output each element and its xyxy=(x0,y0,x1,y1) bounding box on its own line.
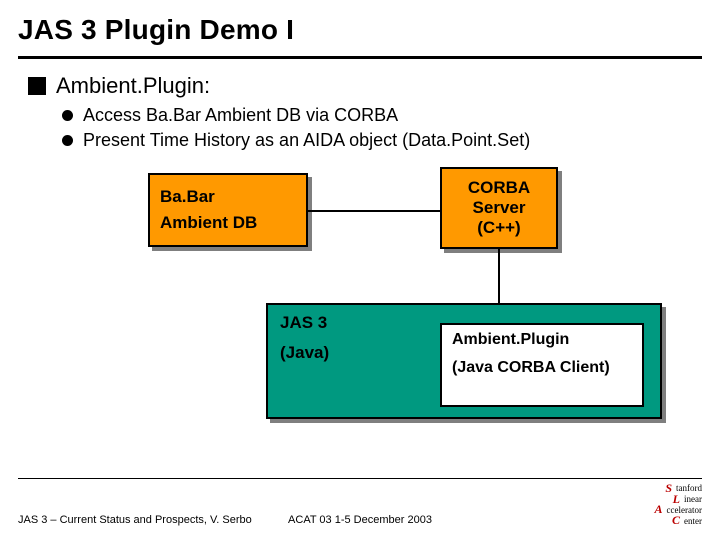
bullet-sub2: Present Time History as an AIDA object (… xyxy=(62,130,692,151)
node-ambient-db: Ba.Bar Ambient DB xyxy=(148,173,308,247)
slide: JAS 3 Plugin Demo I Ambient.Plugin: Acce… xyxy=(0,0,720,540)
footer-divider xyxy=(18,478,702,479)
bullet-main-text: Ambient.Plugin: xyxy=(56,73,210,99)
node-ambient-plugin-line2: (Java CORBA Client) xyxy=(452,359,632,377)
sub-bullet-list: Access Ba.Bar Ambient DB via CORBA Prese… xyxy=(28,105,692,151)
bullet-main: Ambient.Plugin: xyxy=(28,73,692,99)
square-bullet-icon xyxy=(28,77,46,95)
logo-line-1: Stanford xyxy=(665,483,702,494)
edge-db-to-server xyxy=(308,210,440,212)
node-corba-server-line1: CORBA xyxy=(468,178,530,198)
node-ambient-plugin: Ambient.Plugin (Java CORBA Client) xyxy=(440,323,644,407)
content-area: Ambient.Plugin: Access Ba.Bar Ambient DB… xyxy=(0,59,720,453)
footer: JAS 3 – Current Status and Prospects, V.… xyxy=(0,478,720,526)
node-ambient-plugin-line1: Ambient.Plugin xyxy=(452,331,632,349)
node-corba-server-line3: (C++) xyxy=(477,218,520,238)
disc-bullet-icon xyxy=(62,110,73,121)
footer-row: JAS 3 – Current Status and Prospects, V.… xyxy=(18,483,702,526)
logo-line-2: Linear xyxy=(673,494,702,505)
bullet-sub1: Access Ba.Bar Ambient DB via CORBA xyxy=(62,105,692,126)
node-corba-server-line2: Server xyxy=(473,198,526,218)
bullet-sub1-text: Access Ba.Bar Ambient DB via CORBA xyxy=(83,105,398,126)
disc-bullet-icon xyxy=(62,135,73,146)
logo-line-4: Center xyxy=(672,515,702,526)
title-area: JAS 3 Plugin Demo I xyxy=(0,0,720,50)
footer-middle-text: ACAT 03 1-5 December 2003 xyxy=(288,514,432,526)
slac-logo: Stanford Linear Accelerator Center xyxy=(655,483,702,526)
node-corba-server: CORBA Server (C++) xyxy=(440,167,558,249)
bullet-sub2-text: Present Time History as an AIDA object (… xyxy=(83,130,530,151)
diagram-canvas: Ba.Bar Ambient DB CORBA Server (C++) JAS… xyxy=(30,163,690,453)
node-ambient-db-line2: Ambient DB xyxy=(160,213,296,233)
node-ambient-db-line1: Ba.Bar xyxy=(160,187,296,207)
footer-left-text: JAS 3 – Current Status and Prospects, V.… xyxy=(18,514,252,526)
page-title: JAS 3 Plugin Demo I xyxy=(18,14,702,46)
